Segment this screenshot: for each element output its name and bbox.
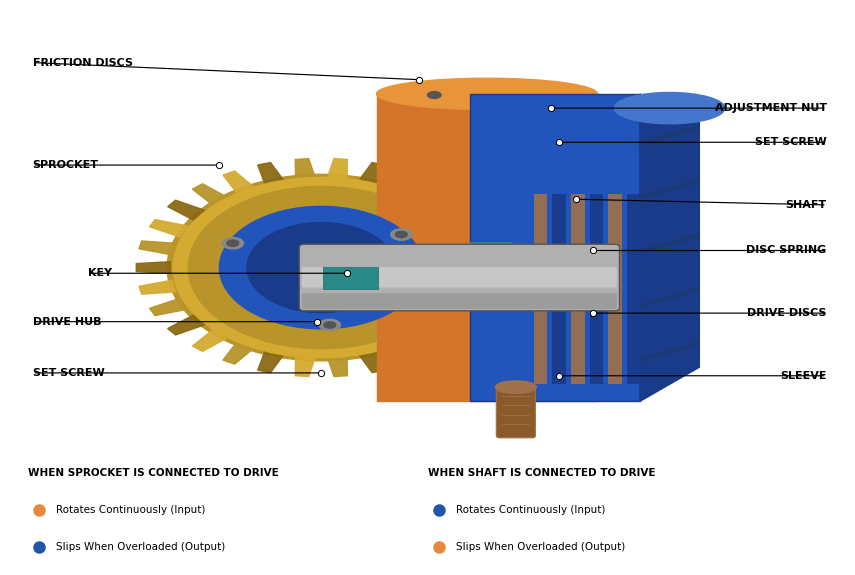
Polygon shape [139, 241, 176, 255]
Polygon shape [223, 171, 255, 193]
Ellipse shape [391, 229, 412, 240]
Polygon shape [640, 179, 699, 199]
Ellipse shape [247, 223, 396, 313]
FancyBboxPatch shape [627, 194, 640, 384]
Ellipse shape [222, 237, 244, 249]
Text: FRICTION DISCS: FRICTION DISCS [32, 58, 133, 68]
Polygon shape [150, 298, 187, 316]
Ellipse shape [227, 240, 239, 246]
Ellipse shape [395, 231, 407, 237]
Text: KEY: KEY [88, 269, 112, 278]
FancyBboxPatch shape [323, 267, 378, 289]
Polygon shape [640, 94, 699, 401]
Polygon shape [168, 315, 205, 335]
Polygon shape [388, 342, 420, 364]
Polygon shape [358, 350, 385, 373]
Polygon shape [327, 355, 347, 377]
Text: SHAFT: SHAFT [786, 200, 827, 210]
Ellipse shape [495, 381, 536, 393]
FancyBboxPatch shape [571, 194, 585, 384]
FancyBboxPatch shape [302, 267, 617, 288]
Polygon shape [223, 342, 255, 364]
FancyBboxPatch shape [302, 293, 617, 309]
Ellipse shape [428, 91, 441, 98]
Ellipse shape [174, 177, 469, 358]
Polygon shape [168, 200, 205, 220]
Text: Slips When Overloaded (Output): Slips When Overloaded (Output) [56, 542, 226, 551]
Polygon shape [472, 262, 506, 274]
Polygon shape [640, 125, 699, 145]
Polygon shape [376, 94, 598, 401]
Ellipse shape [615, 93, 725, 124]
Text: Rotates Continuously (Input): Rotates Continuously (Input) [456, 505, 604, 515]
Text: DRIVE DISCS: DRIVE DISCS [747, 308, 827, 318]
Text: DISC SPRING: DISC SPRING [746, 246, 827, 255]
Polygon shape [438, 315, 475, 335]
Polygon shape [415, 184, 451, 205]
FancyBboxPatch shape [299, 244, 620, 311]
Text: ADJUSTMENT NUT: ADJUSTMENT NUT [715, 103, 827, 113]
Text: SLEEVE: SLEEVE [781, 371, 827, 381]
Polygon shape [455, 220, 493, 237]
Ellipse shape [220, 206, 423, 329]
Polygon shape [192, 329, 227, 351]
FancyBboxPatch shape [470, 94, 640, 401]
Polygon shape [257, 350, 284, 373]
Polygon shape [467, 241, 504, 255]
Polygon shape [455, 298, 493, 316]
Polygon shape [257, 163, 284, 185]
Polygon shape [438, 200, 475, 220]
Ellipse shape [167, 174, 475, 361]
Ellipse shape [188, 186, 454, 348]
Polygon shape [640, 233, 699, 254]
FancyBboxPatch shape [496, 385, 535, 438]
Polygon shape [139, 280, 176, 294]
FancyBboxPatch shape [534, 194, 547, 384]
Polygon shape [295, 355, 315, 377]
Ellipse shape [324, 322, 336, 328]
FancyBboxPatch shape [609, 194, 622, 384]
Polygon shape [136, 262, 170, 274]
Polygon shape [640, 288, 699, 308]
Text: Slips When Overloaded (Output): Slips When Overloaded (Output) [456, 542, 625, 551]
Polygon shape [467, 280, 504, 294]
Text: SPROCKET: SPROCKET [32, 160, 98, 170]
Polygon shape [358, 163, 385, 185]
Text: WHEN SPROCKET IS CONNECTED TO DRIVE: WHEN SPROCKET IS CONNECTED TO DRIVE [28, 467, 279, 478]
Text: SET SCREW: SET SCREW [32, 368, 104, 378]
Text: Rotates Continuously (Input): Rotates Continuously (Input) [56, 505, 206, 515]
Polygon shape [640, 342, 699, 362]
Polygon shape [598, 94, 648, 401]
FancyBboxPatch shape [552, 194, 566, 384]
Text: SET SCREW: SET SCREW [755, 137, 827, 147]
Ellipse shape [319, 319, 340, 331]
Polygon shape [295, 159, 315, 179]
Polygon shape [415, 329, 451, 351]
Polygon shape [192, 184, 227, 205]
FancyBboxPatch shape [470, 242, 512, 299]
FancyBboxPatch shape [590, 194, 604, 384]
Polygon shape [388, 171, 420, 193]
Text: WHEN SHAFT IS CONNECTED TO DRIVE: WHEN SHAFT IS CONNECTED TO DRIVE [428, 467, 655, 478]
Polygon shape [327, 159, 347, 179]
Polygon shape [150, 220, 187, 237]
Text: DRIVE HUB: DRIVE HUB [32, 317, 101, 327]
Ellipse shape [376, 78, 598, 110]
